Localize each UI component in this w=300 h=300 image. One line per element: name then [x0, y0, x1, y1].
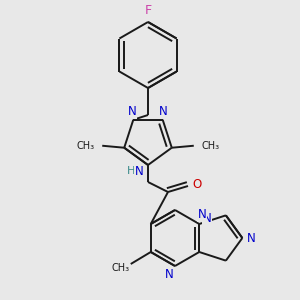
Text: CH₃: CH₃ — [76, 141, 94, 151]
Text: N: N — [159, 105, 168, 118]
Text: N: N — [165, 268, 173, 281]
Text: H: H — [127, 167, 135, 176]
Text: F: F — [144, 4, 152, 16]
Text: N: N — [247, 232, 256, 244]
Text: N: N — [135, 165, 143, 178]
Text: N: N — [198, 208, 207, 221]
Text: CH₃: CH₃ — [202, 141, 220, 151]
Text: N: N — [128, 105, 137, 118]
Text: O: O — [192, 178, 202, 191]
Text: CH₃: CH₃ — [112, 263, 130, 273]
Text: N: N — [203, 212, 212, 224]
